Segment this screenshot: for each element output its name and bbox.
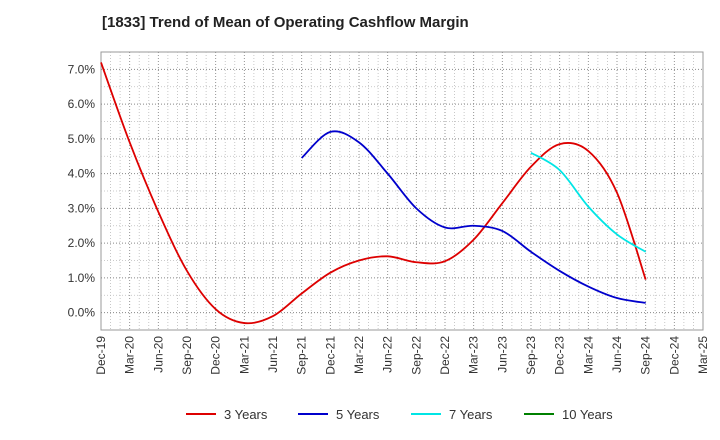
- x-tick-label: Dec-19: [94, 336, 108, 375]
- legend-label: 3 Years: [224, 407, 268, 422]
- x-tick-label: Jun-20: [151, 336, 165, 373]
- x-tick-label: Dec-22: [438, 336, 452, 375]
- x-tick-label: Sep-21: [295, 336, 309, 375]
- x-tick-label: Jun-24: [610, 336, 624, 373]
- series-line-3: [530, 151, 647, 253]
- x-tick-label: Mar-20: [123, 336, 137, 374]
- y-tick-label: 2.0%: [68, 236, 96, 250]
- x-tick-label: Mar-24: [581, 336, 595, 374]
- series-line-2: [301, 130, 646, 304]
- y-tick-label: 3.0%: [68, 201, 96, 215]
- y-tick-label: 1.0%: [68, 271, 96, 285]
- x-tick-label: Sep-24: [639, 336, 653, 375]
- x-tick-label: Mar-22: [352, 336, 366, 374]
- x-tick-label: Jun-22: [381, 336, 395, 373]
- series-layer: [100, 62, 647, 325]
- x-tick-label: Dec-20: [209, 336, 223, 375]
- series-line-1: [100, 62, 647, 325]
- y-tick-label: 7.0%: [68, 62, 96, 76]
- y-tick-label: 5.0%: [68, 132, 96, 146]
- x-tick-label: Jun-21: [266, 336, 280, 373]
- x-tick-label: Dec-23: [553, 336, 567, 375]
- y-tick-label: 0.0%: [68, 306, 96, 320]
- x-tick-label: Sep-23: [524, 336, 538, 375]
- x-tick-label: Dec-21: [323, 336, 337, 375]
- chart-title: [1833] Trend of Mean of Operating Cashfl…: [102, 14, 469, 31]
- legend: 3 Years 5 Years 7 Years 10 Years: [186, 407, 613, 422]
- y-tick-label: 4.0%: [68, 167, 96, 181]
- x-tick-label: Dec-24: [667, 336, 681, 375]
- legend-label: 7 Years: [449, 407, 493, 422]
- x-tick-label: Sep-22: [409, 336, 423, 375]
- x-tick-label: Mar-21: [237, 336, 251, 374]
- x-tick-label: Jun-23: [495, 336, 509, 373]
- y-tick-label: 6.0%: [68, 97, 96, 111]
- axis-layer: 0.0% 1.0% 2.0% 3.0% 4.0% 5.0% 6.0% 7.0% Dec-19 Ma…: [68, 62, 710, 374]
- x-tick-label: Mar-25: [696, 336, 710, 374]
- x-tick-label: Sep-20: [180, 336, 194, 375]
- x-tick-label: Mar-23: [467, 336, 481, 374]
- legend-label: 10 Years: [562, 407, 613, 422]
- legend-label: 5 Years: [336, 407, 380, 422]
